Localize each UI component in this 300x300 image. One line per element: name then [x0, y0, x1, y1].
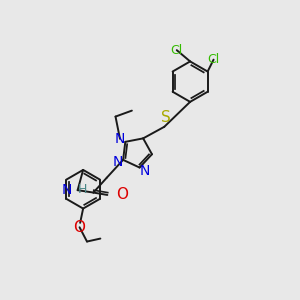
Text: H: H [77, 183, 87, 196]
Text: Cl: Cl [171, 44, 183, 57]
Text: O: O [116, 188, 128, 202]
Text: N: N [139, 164, 149, 178]
Text: N: N [115, 132, 125, 146]
Text: O: O [74, 220, 86, 235]
Text: Cl: Cl [207, 53, 220, 66]
Text: S: S [161, 110, 171, 125]
Text: N: N [112, 155, 123, 169]
Text: N: N [61, 183, 72, 196]
